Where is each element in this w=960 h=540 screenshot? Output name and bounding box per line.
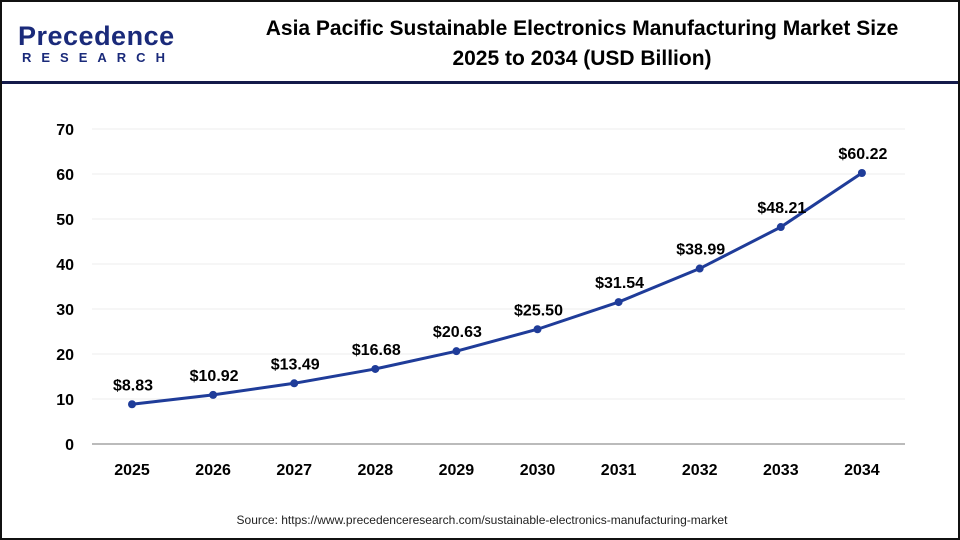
title-line1: Asia Pacific Sustainable Electronics Man… bbox=[265, 17, 899, 40]
data-point bbox=[776, 223, 785, 232]
y-tick-label: 50 bbox=[56, 212, 74, 229]
logo-line1: Precedence bbox=[18, 21, 175, 51]
data-point bbox=[371, 364, 380, 373]
data-point bbox=[452, 347, 461, 356]
y-tick-label: 0 bbox=[65, 437, 74, 454]
y-tick-label: 20 bbox=[56, 347, 74, 364]
source-text: Source: https://www.precedenceresearch.c… bbox=[236, 513, 728, 527]
data-label: $20.63 bbox=[433, 324, 482, 341]
x-tick-label: 2029 bbox=[439, 462, 475, 479]
y-tick-label: 10 bbox=[56, 392, 74, 409]
data-label: $60.22 bbox=[838, 146, 887, 163]
x-tick-label: 2030 bbox=[520, 462, 556, 479]
x-tick-label: 2027 bbox=[276, 462, 312, 479]
data-point bbox=[857, 169, 866, 178]
x-tick-label: 2033 bbox=[763, 462, 799, 479]
logo-line2: RESEARCH bbox=[22, 50, 175, 65]
data-label: $25.50 bbox=[514, 302, 563, 319]
data-label: $8.83 bbox=[113, 377, 153, 394]
series-line bbox=[131, 171, 863, 406]
data-label: $48.21 bbox=[757, 200, 806, 217]
logo: Precedence RESEARCH bbox=[18, 22, 175, 66]
x-tick-label: 2031 bbox=[601, 462, 637, 479]
data-label: $10.92 bbox=[190, 368, 239, 385]
x-tick-label: 2025 bbox=[114, 462, 150, 479]
chart-title: Asia Pacific Sustainable Electronics Man… bbox=[202, 14, 958, 74]
x-tick-label: 2028 bbox=[358, 462, 394, 479]
data-point bbox=[614, 298, 623, 307]
y-tick-label: 30 bbox=[56, 302, 74, 319]
data-point bbox=[128, 400, 136, 409]
x-tick-label: 2026 bbox=[195, 462, 231, 479]
data-label: $38.99 bbox=[676, 242, 725, 259]
data-label: $31.54 bbox=[595, 275, 644, 292]
data-label: $16.68 bbox=[352, 342, 401, 359]
data-point bbox=[290, 379, 299, 388]
header-divider bbox=[2, 81, 958, 84]
x-tick-label: 2034 bbox=[844, 462, 880, 479]
data-label: $13.49 bbox=[271, 356, 320, 373]
title-line2: 2025 to 2034 (USD Billion) bbox=[452, 47, 712, 70]
data-point bbox=[209, 390, 218, 399]
data-point bbox=[695, 264, 704, 273]
x-tick-label: 2032 bbox=[682, 462, 718, 479]
data-point bbox=[533, 325, 542, 334]
y-tick-label: 70 bbox=[56, 122, 74, 139]
y-tick-label: 60 bbox=[56, 167, 74, 184]
y-tick-label: 40 bbox=[56, 257, 74, 274]
